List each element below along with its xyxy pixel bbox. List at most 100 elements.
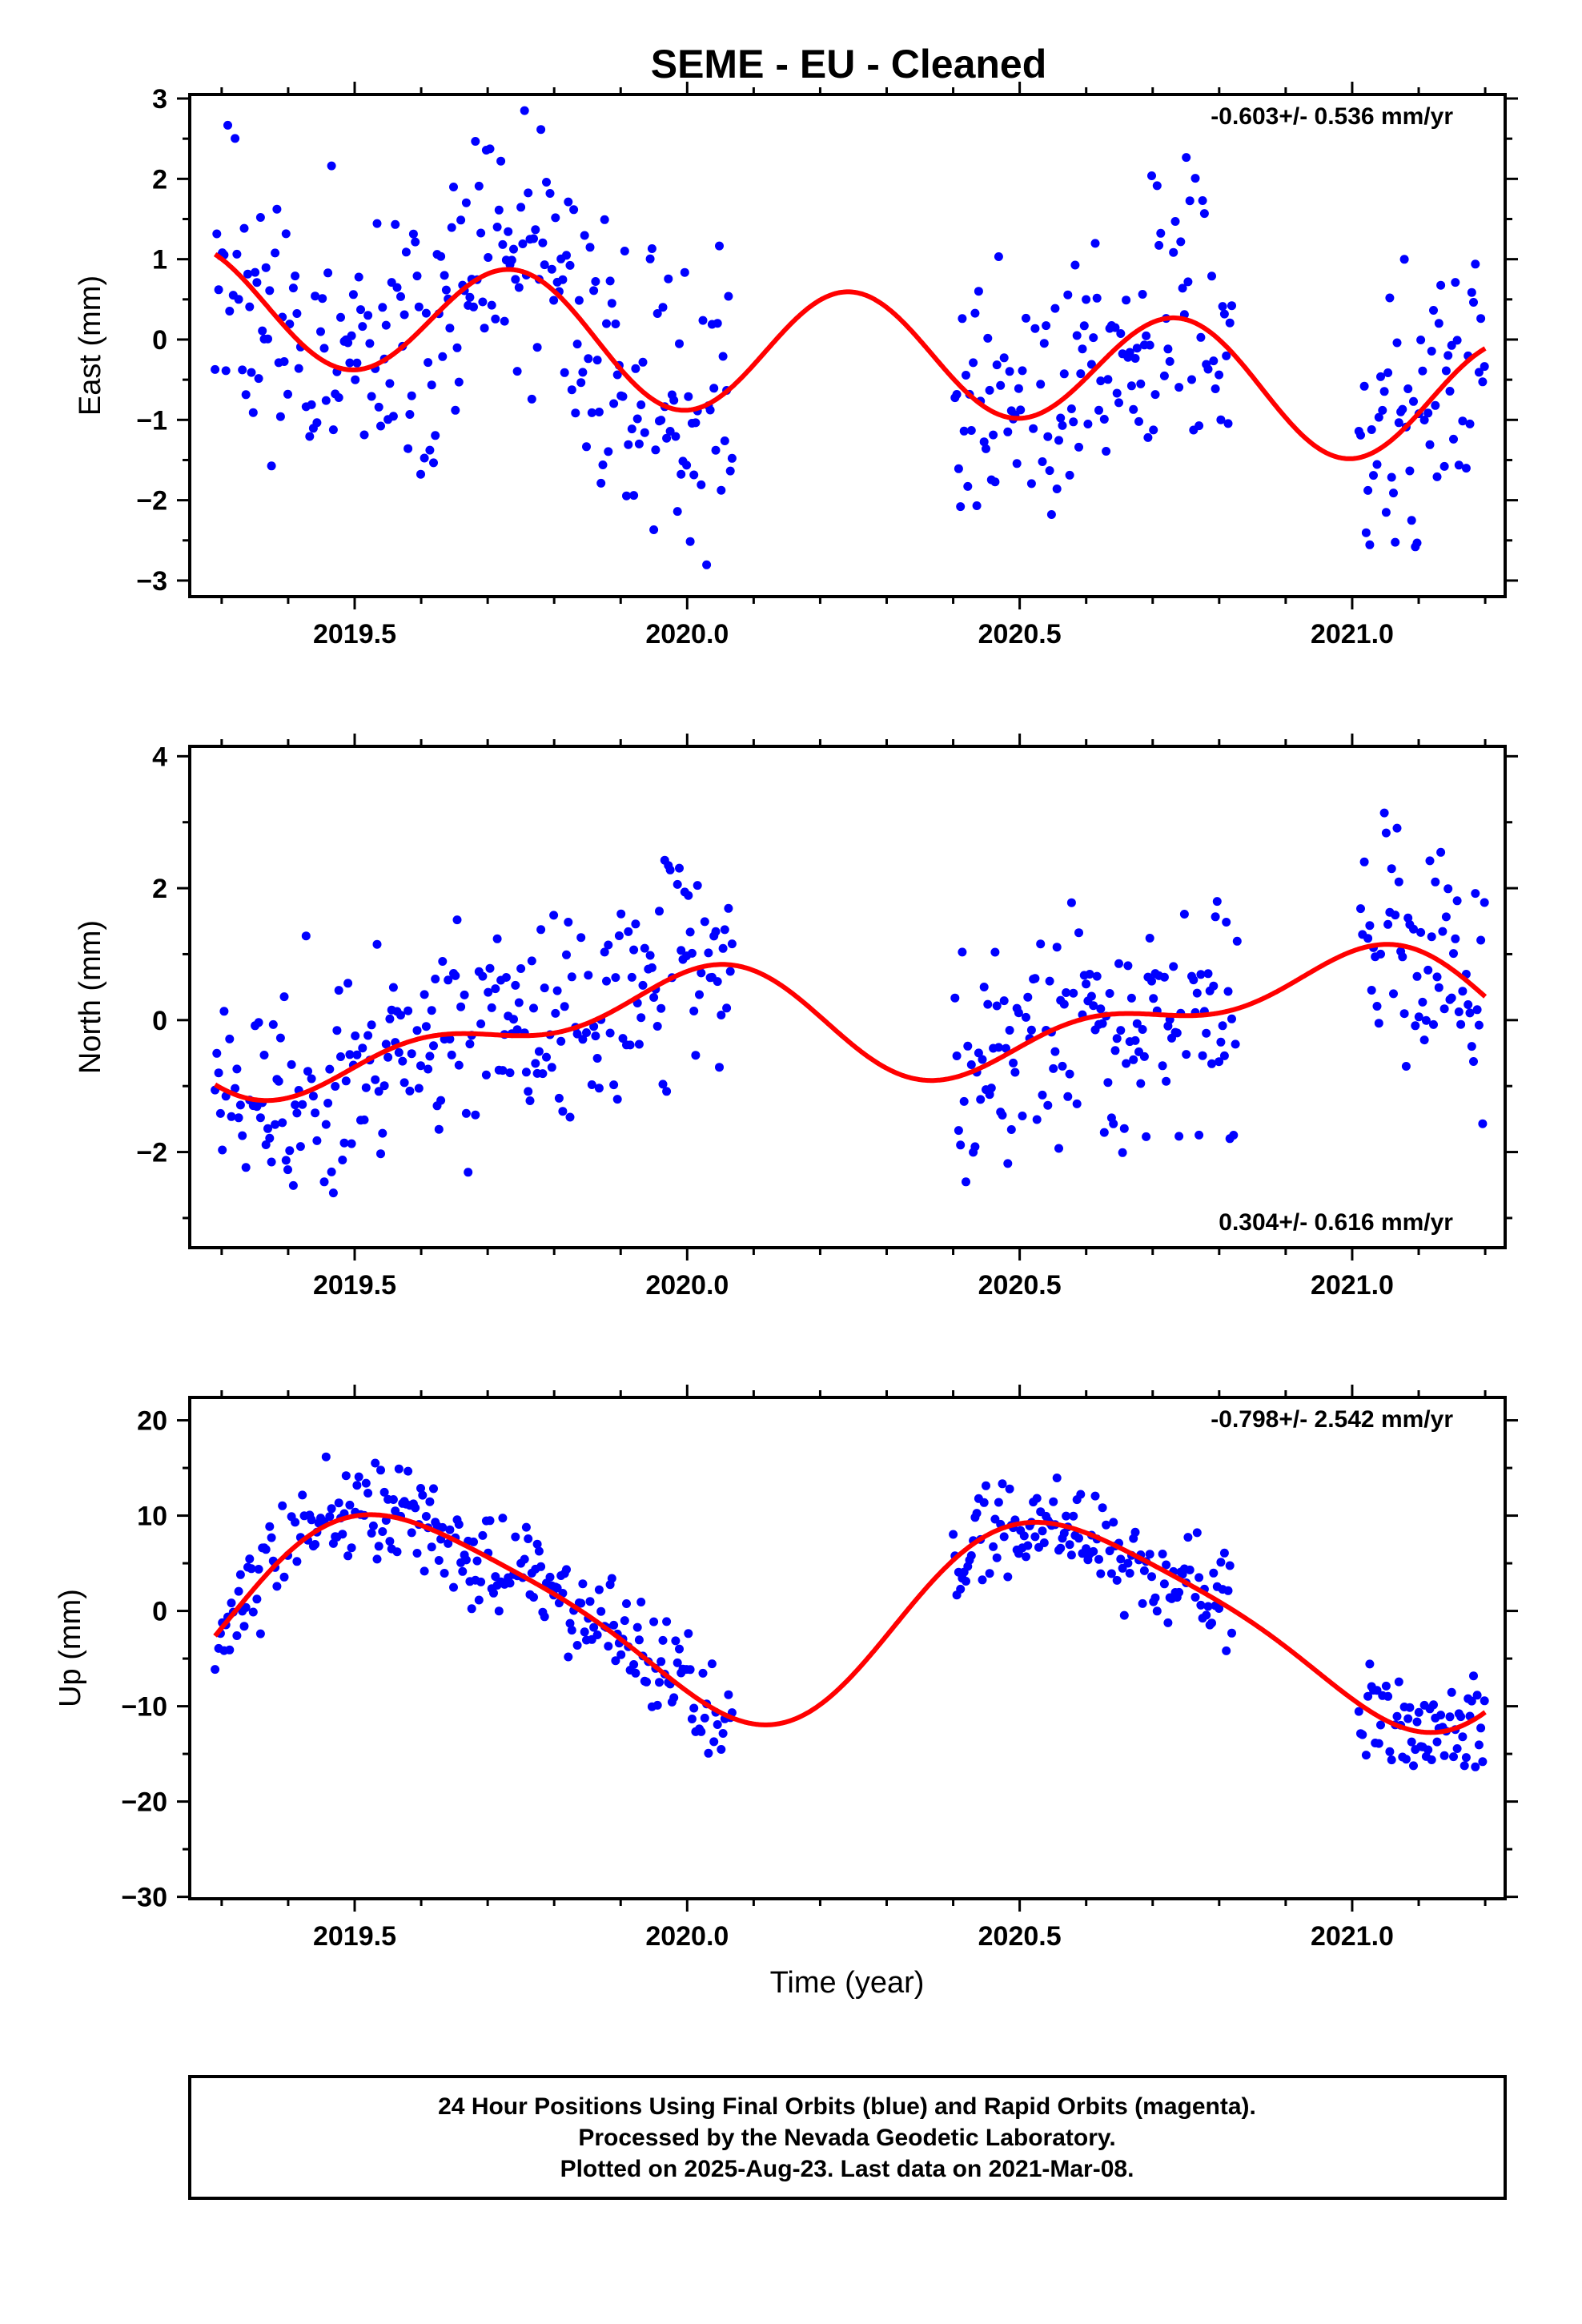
north-data-point: [283, 1165, 292, 1175]
east-data-point: [212, 229, 222, 239]
east-data-point: [1026, 479, 1036, 489]
east-plot-frame: [188, 93, 1507, 598]
up-data-point: [956, 1584, 966, 1594]
east-data-point: [1090, 239, 1100, 248]
east-data-point: [1379, 387, 1389, 396]
north-data-point: [1065, 1069, 1074, 1079]
east-data-point: [271, 248, 280, 258]
up-data-point: [1467, 1696, 1476, 1706]
up-data-point: [1106, 1569, 1116, 1578]
east-data-point: [982, 444, 990, 453]
east-data-point: [662, 433, 672, 443]
north-data-point: [1136, 1079, 1146, 1088]
east-data-point: [1376, 372, 1385, 381]
up-data-point: [1022, 1552, 1030, 1562]
east-data-point: [562, 251, 571, 260]
east-data-point: [600, 215, 609, 224]
east-data-point: [718, 352, 728, 361]
east-data-point: [605, 276, 615, 286]
up-data-point: [371, 1458, 380, 1468]
north-data-point: [1098, 1019, 1107, 1028]
east-data-point: [334, 393, 343, 402]
east-x-tick-label: 2019.5: [313, 619, 396, 649]
up-data-point: [325, 1512, 335, 1522]
up-data-point: [245, 1554, 255, 1564]
up-data-point: [534, 1546, 544, 1556]
east-data-point: [634, 439, 644, 448]
east-data-point: [594, 408, 604, 416]
north-data-point: [447, 1050, 456, 1059]
north-data-point: [1147, 976, 1156, 986]
east-data-point: [509, 244, 518, 254]
north-data-point: [1129, 1055, 1138, 1064]
up-data-point: [631, 1668, 640, 1678]
north-data-point: [629, 945, 639, 955]
east-data-point: [607, 299, 616, 308]
up-data-point: [363, 1489, 373, 1498]
east-data-point: [974, 287, 983, 296]
north-data-point: [655, 907, 664, 916]
east-data-point: [1078, 344, 1087, 354]
north-data-point: [383, 1052, 393, 1062]
north-data-point: [371, 1075, 380, 1084]
north-data-point: [444, 975, 453, 985]
up-data-point: [385, 1537, 395, 1546]
east-data-point: [1199, 209, 1209, 219]
up-data-point: [1076, 1490, 1086, 1499]
up-data-point: [1192, 1528, 1202, 1538]
up-data-point: [521, 1522, 531, 1532]
east-data-point: [569, 205, 579, 215]
north-data-point: [460, 990, 469, 999]
east-data-point: [258, 326, 267, 336]
north-x-tick-label: 2020.5: [978, 1270, 1062, 1301]
east-data-point: [1045, 466, 1054, 476]
up-data-point: [1163, 1618, 1173, 1627]
east-data-point: [272, 204, 282, 214]
east-data-point: [294, 364, 303, 373]
east-data-point: [669, 396, 679, 405]
up-data-point: [1062, 1511, 1071, 1521]
north-data-point: [295, 1142, 305, 1152]
up-x-tick-label: 2020.5: [978, 1921, 1062, 1952]
east-data-point: [392, 283, 402, 292]
north-data-point: [1381, 828, 1391, 838]
east-data-point: [1126, 381, 1136, 391]
east-data-point: [571, 408, 580, 418]
east-data-point: [713, 319, 722, 328]
north-data-point: [331, 1082, 340, 1091]
up-data-point: [604, 1642, 613, 1651]
east-data-point: [494, 205, 504, 215]
north-data-point: [962, 1177, 970, 1187]
north-data-point: [427, 1006, 436, 1015]
north-data-point: [529, 1003, 538, 1013]
east-data-point: [673, 507, 682, 517]
up-data-point: [440, 1569, 449, 1578]
east-data-point: [1398, 404, 1407, 414]
east-data-point: [549, 296, 559, 305]
north-data-point: [352, 1050, 362, 1059]
up-data-point: [1150, 1593, 1160, 1602]
east-data-point: [311, 292, 320, 301]
east-data-point: [1147, 171, 1156, 180]
north-data-point: [1411, 1021, 1420, 1031]
up-data-point: [1005, 1484, 1014, 1494]
east-data-point: [1219, 309, 1229, 319]
north-data-point: [551, 1008, 560, 1018]
east-data-point: [1223, 419, 1233, 428]
up-data-point: [658, 1635, 668, 1645]
up-data-point: [1183, 1533, 1193, 1542]
north-data-point: [1145, 934, 1154, 943]
east-x-tick-label: 2021.0: [1311, 619, 1394, 649]
north-data-point: [1119, 1124, 1129, 1133]
north-data-point: [534, 1047, 544, 1056]
up-data-point: [972, 1509, 982, 1518]
north-data-point: [1398, 952, 1407, 962]
east-data-point: [638, 357, 648, 367]
east-data-point: [969, 358, 978, 368]
north-data-point: [1391, 911, 1400, 920]
north-data-point: [279, 992, 289, 1002]
up-data-point: [669, 1693, 679, 1703]
east-data-point: [1083, 420, 1093, 428]
up-data-point: [1376, 1720, 1385, 1730]
east-data-point: [558, 275, 568, 284]
